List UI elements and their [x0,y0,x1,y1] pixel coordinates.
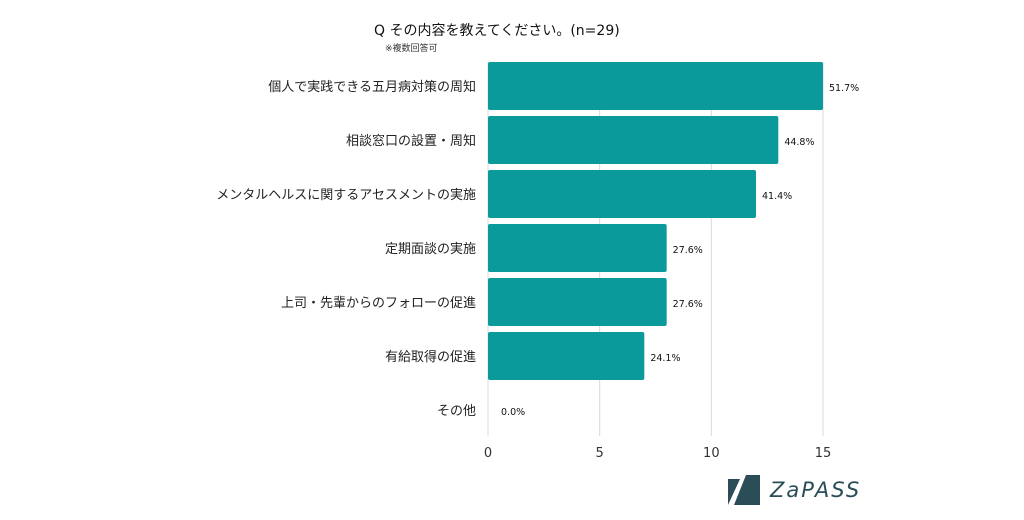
category-label-3: 定期面談の実施 [385,241,476,257]
logo-text: ZaPASS [770,478,862,502]
bar-0 [488,62,823,110]
chart-title: Q その内容を教えてください。(n=29) [374,23,620,39]
x-tick-label-1: 5 [596,446,604,461]
x-tick-label-0: 0 [484,446,492,461]
bar-3 [488,224,667,272]
data-label-1: 44.8% [784,137,814,148]
category-label-5: 有給取得の促進 [385,349,476,365]
data-label-3: 27.6% [673,245,703,256]
data-label-6: 0.0% [501,407,525,418]
zapass-logo: ZaPASS [726,473,861,507]
bar-2 [488,170,756,218]
bar-chart: 0 5 10 15 個人で実践できる五月病対策の周知 51.7% 相談窓口の設置・周知 44.… [216,62,859,461]
bar-4 [488,278,667,326]
x-tick-label-2: 10 [703,446,720,461]
x-tick-label-3: 15 [815,446,832,461]
category-label-6: その他 [437,404,476,419]
bar-1 [488,116,779,164]
data-label-4: 27.6% [673,299,703,310]
chart-subtitle: ※複数回答可 [385,44,438,54]
data-label-0: 51.7% [829,83,859,94]
category-label-1: 相談窓口の設置・周知 [346,133,476,149]
data-label-5: 24.1% [650,353,680,364]
zapass-logo-icon [728,475,760,505]
category-label-4: 上司・先輩からのフォローの促進 [281,296,476,311]
category-label-2: メンタルヘルスに関するアセスメントの実施 [216,187,476,203]
category-label-0: 個人で実践できる五月病対策の周知 [268,79,476,95]
bar-5 [488,332,645,380]
data-label-2: 41.4% [762,191,792,202]
